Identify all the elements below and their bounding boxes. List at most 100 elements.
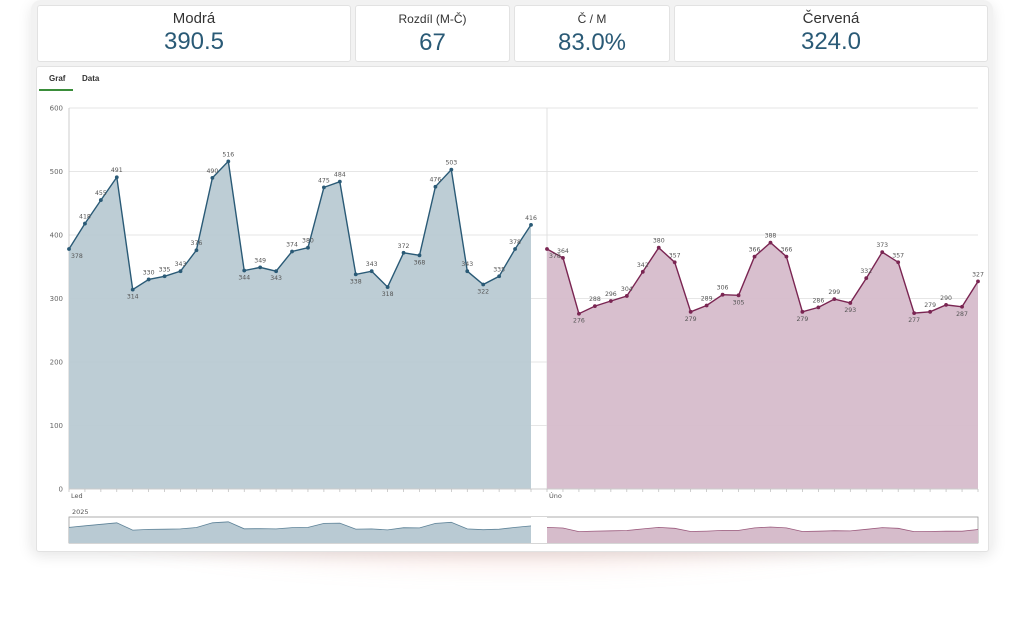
blue-point — [353, 272, 358, 277]
blue-data-label: 335 — [159, 266, 171, 273]
blue-navigator-area — [69, 521, 531, 543]
tab-data[interactable]: Data — [82, 74, 100, 83]
blue-data-label: 343 — [270, 275, 282, 282]
blue-point — [274, 269, 279, 274]
blue-data-label: 368 — [414, 259, 426, 266]
kpi-label: Č / M — [577, 12, 607, 26]
blue-data-label: 418 — [79, 214, 91, 221]
kpi-value: 67 — [419, 29, 446, 56]
blue-data-label: 376 — [191, 240, 203, 247]
blue-point — [385, 285, 390, 289]
blue-data-label: 516 — [222, 151, 234, 158]
y-tick-label: 200 — [50, 359, 63, 367]
kpi-cervena: Červená 324.0 — [674, 5, 988, 62]
blue-data-label: 344 — [238, 275, 250, 282]
blue-data-label: 455 — [95, 190, 107, 197]
blue-data-label: 343 — [461, 261, 473, 268]
kpi-value: 324.0 — [800, 28, 862, 55]
red-point — [545, 247, 549, 251]
blue-data-label: 476 — [430, 177, 442, 184]
y-axis: 0 100 200 300 400 500 600 — [50, 105, 70, 494]
blue-point — [417, 253, 422, 258]
active-tab-indicator — [39, 89, 73, 91]
blue-point — [226, 159, 231, 164]
red-data-label: 290 — [940, 295, 952, 302]
blue-data-label: 338 — [350, 278, 362, 285]
red-data-label: 357 — [892, 252, 904, 259]
blue-data-label: 372 — [398, 243, 410, 250]
blue-data-label: 378 — [71, 253, 83, 260]
red-point — [672, 260, 677, 265]
blue-point — [178, 269, 183, 274]
blue-point — [306, 245, 310, 250]
red-point — [608, 299, 613, 303]
red-point — [704, 303, 709, 308]
y-tick-label: 400 — [50, 232, 63, 240]
blue-point — [321, 185, 326, 190]
red-point — [832, 297, 837, 302]
red-data-label: 332 — [860, 268, 872, 275]
red-data-label: 380 — [653, 238, 665, 245]
red-data-label: 305 — [733, 299, 745, 306]
blue-data-label: 349 — [254, 257, 266, 264]
red-data-label: 289 — [701, 295, 713, 302]
kpi-value: 83.0% — [557, 29, 627, 56]
red-data-label: 327 — [972, 271, 984, 278]
kpi-ratio: Č / M 83.0% — [514, 5, 670, 62]
blue-point — [449, 167, 454, 172]
blue-data-label: 490 — [206, 168, 218, 175]
year-label: 2025 — [72, 508, 89, 516]
blue-point — [194, 248, 199, 253]
scroll-navigator[interactable]: 2025 — [68, 508, 979, 544]
red-data-label: 342 — [637, 262, 649, 269]
red-navigator-line — [546, 526, 979, 533]
blue-data-label: 343 — [175, 261, 187, 268]
blue-point — [529, 222, 533, 227]
red-series-line — [546, 241, 979, 315]
red-point — [880, 250, 885, 255]
red-data-label: 277 — [908, 317, 920, 324]
blue-series-line — [68, 159, 532, 291]
data-labels: 378 418 455 491 314 330 335 343 376 490 516 344 349 3… — [71, 151, 984, 324]
kpi-label: Červená — [802, 10, 860, 27]
blue-data-label: 322 — [477, 289, 489, 296]
red-data-label: 378 — [549, 253, 561, 260]
blue-area — [69, 161, 531, 490]
data-points — [67, 159, 980, 316]
red-point — [688, 309, 693, 314]
red-data-label: 388 — [765, 233, 777, 240]
blue-point — [401, 250, 406, 255]
red-data-label: 306 — [717, 285, 729, 292]
blue-point — [497, 274, 502, 279]
red-data-label: 373 — [876, 242, 888, 249]
red-data-label: 279 — [685, 316, 697, 323]
red-point — [800, 309, 805, 314]
blue-point — [369, 269, 374, 274]
blue-data-label: 343 — [366, 261, 378, 268]
navigator-gap — [531, 517, 547, 543]
red-point — [816, 305, 821, 310]
blue-data-label: 503 — [445, 160, 457, 167]
red-data-label: 293 — [844, 307, 856, 314]
red-data-label: 279 — [797, 316, 809, 323]
blue-navigator-line — [68, 521, 532, 531]
blue-point — [290, 249, 294, 254]
red-data-label: 357 — [669, 252, 681, 259]
red-navigator-area — [547, 527, 978, 543]
red-data-label: 286 — [812, 297, 824, 304]
blue-data-label: 416 — [525, 215, 537, 222]
blue-data-label: 318 — [382, 291, 394, 298]
blue-data-label: 378 — [509, 239, 521, 246]
red-point — [656, 245, 661, 250]
red-data-label: 296 — [605, 291, 617, 298]
red-data-label: 287 — [956, 311, 968, 318]
blue-point — [210, 175, 215, 180]
red-data-label: 304 — [621, 286, 633, 293]
blue-point — [83, 221, 87, 226]
x-tick-label: Led — [71, 492, 83, 500]
blue-data-label: 491 — [111, 167, 123, 174]
red-data-label: 364 — [557, 248, 569, 255]
red-point — [944, 302, 948, 307]
blue-point — [67, 247, 71, 251]
tab-graf[interactable]: Graf — [49, 74, 66, 83]
